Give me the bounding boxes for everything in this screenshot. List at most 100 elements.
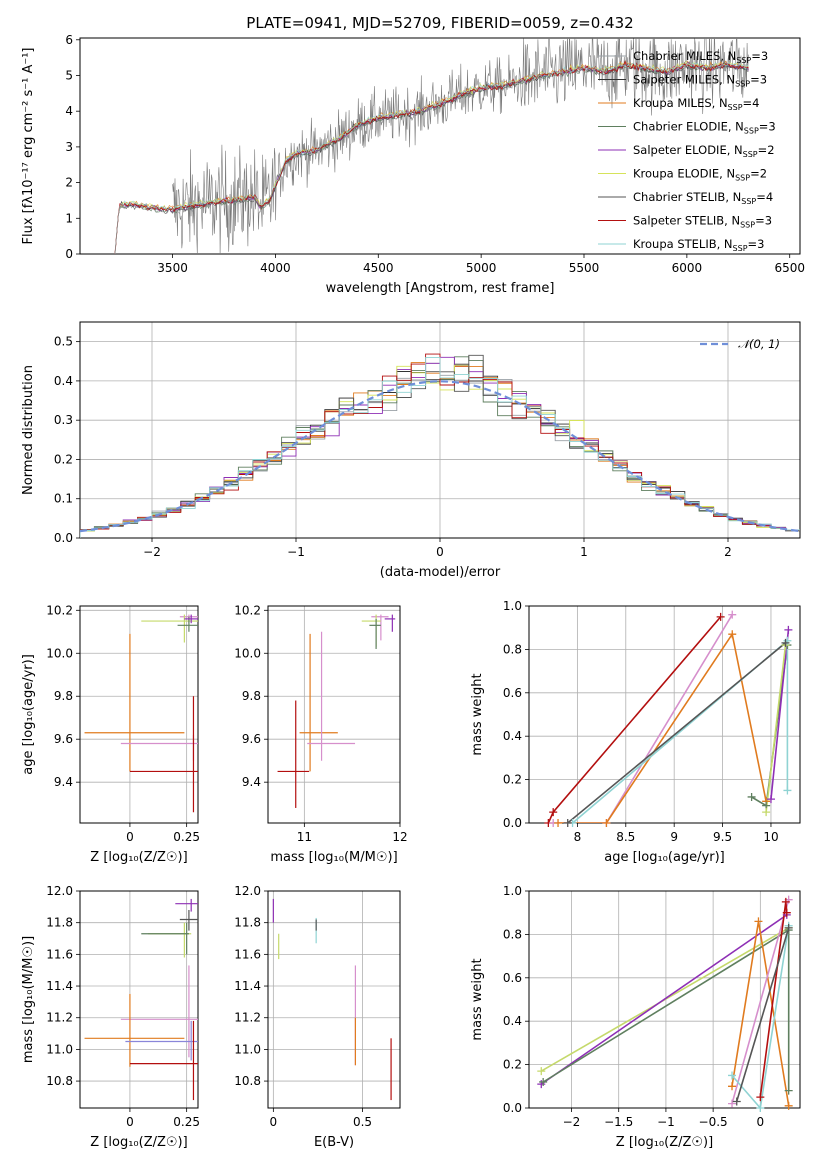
weight-marker <box>549 808 558 817</box>
mass-weight-vs-metallicity-panel: −2 −1.5 −1 −0.5 0 0.0 0.2 0.4 0.6 0.8 1.0 Z [log₁₀(… <box>470 884 801 1150</box>
y-tick-label: 2 <box>65 176 73 190</box>
legend-subscript: SSP <box>744 127 759 136</box>
weight-series-line <box>567 642 787 823</box>
legend-entry: Chabrier ELODIE, NSSP=3 <box>633 120 776 136</box>
x-tick-label: 8 <box>574 830 582 844</box>
mwAge-plot-area <box>547 614 790 823</box>
weight-marker <box>784 1086 793 1095</box>
axes-frame <box>79 605 199 824</box>
legend-tail: =3 <box>748 237 765 251</box>
data-point <box>129 1020 198 1101</box>
y-tick-label: 5 <box>65 68 73 82</box>
spectrum-plot-area <box>114 38 749 254</box>
y-tick-label: 0.1 <box>54 492 73 506</box>
residual-histogram-step <box>80 357 800 538</box>
x-tick-label: 0 <box>757 1115 765 1129</box>
y-tick-label: 0.4 <box>54 374 73 388</box>
legend-subscript: SSP <box>740 221 755 230</box>
y-tick-label: 3 <box>65 140 73 154</box>
y-tick-label: 9.8 <box>242 689 261 703</box>
y-tick-label: 9.4 <box>54 775 73 789</box>
weight-marker <box>762 808 771 817</box>
legend-entry: Salpeter STELIB, NSSP=3 <box>633 214 772 230</box>
ageZ-plot-area <box>84 614 198 813</box>
axes-frame <box>79 321 801 539</box>
x-axis-label: age [log₁₀(age/yr)] <box>604 850 725 865</box>
y-tick-label: 11.2 <box>46 1011 73 1025</box>
legend-entry: Kroupa MILES, NSSP=4 <box>633 96 759 112</box>
legend-tail: =2 <box>750 167 767 181</box>
x-axis-label: Z [log₁₀(Z/Z☉)] <box>616 1135 713 1150</box>
weight-marker <box>782 908 791 917</box>
y-tick-label: 0.8 <box>503 642 522 656</box>
x-tick-label: 2 <box>724 545 732 559</box>
model-spectrum-line <box>114 60 749 254</box>
y-tick-label: 12.0 <box>46 884 73 898</box>
weight-marker <box>783 786 792 795</box>
y-tick-label: 10.0 <box>46 646 73 660</box>
ageM-plot-area <box>277 614 396 808</box>
spectrum-panel: 3500 4000 4500 5000 5500 6000 6500 0 1 2 3 4 5 6 wavel… <box>21 33 805 296</box>
weight-marker <box>781 638 790 647</box>
weight-marker <box>537 1067 546 1076</box>
weight-marker <box>728 1071 737 1080</box>
y-tick-label: 10.2 <box>234 603 261 617</box>
weight-marker <box>728 1099 737 1108</box>
legend-entry: Kroupa ELODIE, NSSP=2 <box>633 167 767 183</box>
data-point <box>307 631 356 761</box>
x-tick-label: 0.25 <box>173 1115 200 1129</box>
y-tick-label: 0.6 <box>503 971 522 985</box>
legend-entry: Salpeter ELODIE, NSSP=2 <box>633 143 775 159</box>
x-tick-label: 5500 <box>569 261 600 275</box>
x-tick-label: 8.5 <box>616 830 635 844</box>
y-tick-label: 0.3 <box>54 413 73 427</box>
weight-marker <box>781 897 790 906</box>
y-tick-label: 10.8 <box>234 1074 261 1088</box>
x-axis-label: mass [log₁₀(M/M☉)] <box>270 850 397 865</box>
legend-tail: =4 <box>743 96 760 110</box>
y-tick-label: 11.2 <box>234 1011 261 1025</box>
x-tick-label: 3500 <box>157 261 188 275</box>
weight-marker <box>732 1097 741 1106</box>
weight-marker <box>728 610 737 619</box>
legend-subscript: SSP <box>733 244 748 253</box>
residuals-panel: −2 −1 0 1 2 0.0 0.1 0.2 0.3 0.4 0.5 (data-model)/er… <box>21 321 801 580</box>
legend-tail: =3 <box>750 73 767 87</box>
mwZ-plot-area <box>540 899 790 1108</box>
data-point <box>148 922 192 958</box>
legend-text: Salpeter STELIB, N <box>633 214 740 228</box>
data-point <box>175 898 198 912</box>
residual-histogram-step <box>80 353 800 538</box>
y-tick-label: 9.6 <box>54 732 73 746</box>
x-tick-label: 5000 <box>466 261 497 275</box>
weight-marker <box>563 819 572 827</box>
data-point <box>141 922 189 955</box>
weight-series-line <box>731 899 790 1104</box>
data-point <box>299 633 338 772</box>
y-axis-label: mass weight <box>470 958 485 1040</box>
age-vs-metallicity-panel: 0 0.25 9.4 9.6 9.8 10.0 10.2 Z [log₁₀(Z/Z☉)] age… <box>21 603 200 865</box>
x-axis-label: wavelength [Angstrom, rest frame] <box>326 281 555 296</box>
y-tick-label: 0.4 <box>503 729 522 743</box>
legend-text: Salpeter MILES, N <box>633 73 735 87</box>
legend-text: Kroupa MILES, N <box>633 96 728 110</box>
y-tick-label: 11.8 <box>234 916 261 930</box>
y-axis-label: Normed distribution <box>21 365 36 495</box>
x-tick-label: 0 <box>436 545 444 559</box>
y-tick-label: 0.2 <box>503 1058 522 1072</box>
y-tick-label: 9.6 <box>242 732 261 746</box>
weight-marker <box>766 795 775 804</box>
weight-marker <box>554 819 563 827</box>
x-tick-label: 4000 <box>260 261 291 275</box>
massE-plot-area <box>272 898 392 1101</box>
normal-legend-label: 𝒩(0, 1) <box>738 337 780 351</box>
x-tick-label: 11 <box>297 830 312 844</box>
y-tick-label: 0.4 <box>503 1014 522 1028</box>
legend-subscript: SSP <box>735 174 750 183</box>
y-tick-label: 0.6 <box>503 686 522 700</box>
figure-title: PLATE=0941, MJD=52709, FIBERID=0059, z=0… <box>246 14 633 32</box>
y-tick-label: 0.0 <box>54 531 73 545</box>
y-axis-label: Flux [fλ10⁻¹⁷ erg cm⁻² s⁻¹ A⁻¹] <box>21 48 36 245</box>
y-tick-label: 1.0 <box>503 884 522 898</box>
